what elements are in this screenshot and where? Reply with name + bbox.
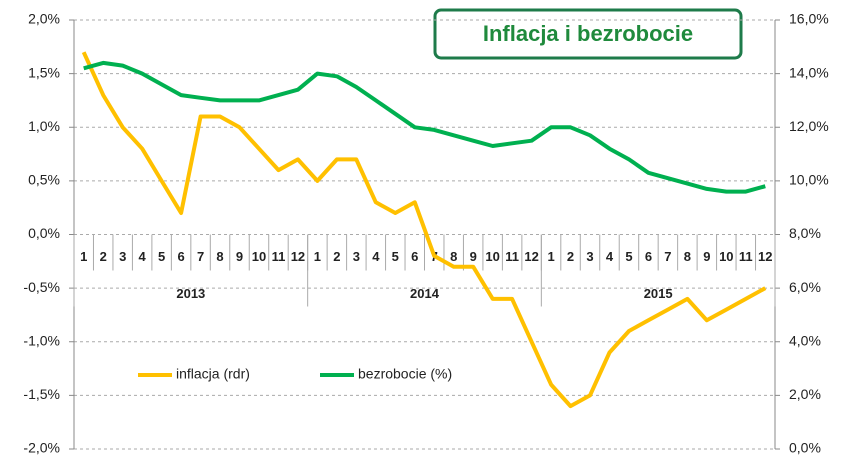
- x-tick-label: 6: [645, 249, 652, 264]
- x-tick-label: 10: [485, 249, 499, 264]
- y2-tick-label: 16,0%: [789, 11, 829, 27]
- x-tick-label: 12: [524, 249, 538, 264]
- legend-label: bezrobocie (%): [358, 366, 452, 382]
- x-tick-label: 11: [505, 249, 519, 264]
- x-tick-label: 12: [291, 249, 305, 264]
- y-tick-label: 0,5%: [28, 172, 60, 188]
- y2-tick-label: 4,0%: [789, 332, 821, 348]
- x-tick-label: 4: [139, 249, 147, 264]
- x-tick-label: 10: [719, 249, 733, 264]
- y-tick-label: -2,0%: [23, 440, 60, 456]
- y2-tick-label: 12,0%: [789, 118, 829, 134]
- x-tick-label: 6: [411, 249, 418, 264]
- x-tick-label: 11: [739, 249, 753, 264]
- x-tick-label: 5: [158, 249, 165, 264]
- x-group-label: 2014: [410, 286, 440, 301]
- y-tick-label: -0,5%: [23, 279, 60, 295]
- x-tick-label: 8: [684, 249, 691, 264]
- x-group-label: 2013: [176, 286, 205, 301]
- y2-tick-label: 6,0%: [789, 279, 821, 295]
- x-tick-label: 4: [606, 249, 614, 264]
- x-tick-label: 9: [236, 249, 243, 264]
- x-tick-label: 11: [272, 249, 286, 264]
- x-tick-label: 2: [333, 249, 340, 264]
- y-tick-label: -1,0%: [23, 332, 60, 348]
- x-tick-label: 3: [119, 249, 126, 264]
- x-tick-label: 1: [80, 249, 87, 264]
- series-line: [81, 51, 767, 409]
- y2-tick-label: 8,0%: [789, 225, 821, 241]
- x-tick-label: 8: [216, 249, 223, 264]
- y2-tick-label: 10,0%: [789, 172, 829, 188]
- x-tick-label: 9: [470, 249, 477, 264]
- y-tick-label: 2,0%: [28, 11, 60, 27]
- chart-title: Inflacja i bezrobocie: [483, 21, 693, 46]
- x-tick-label: 12: [758, 249, 772, 264]
- x-tick-label: 5: [625, 249, 632, 264]
- x-group-label: 2015: [644, 286, 673, 301]
- x-tick-label: 5: [392, 249, 399, 264]
- x-tick-label: 2: [100, 249, 107, 264]
- y-tick-label: 1,5%: [28, 64, 60, 80]
- y-tick-label: 1,0%: [28, 118, 60, 134]
- y-tick-label: 0,0%: [28, 225, 60, 241]
- legend-label: inflacja (rdr): [176, 366, 250, 382]
- y-tick-label: -1,5%: [23, 386, 60, 402]
- y2-tick-label: 2,0%: [789, 386, 821, 402]
- x-tick-label: 3: [353, 249, 360, 264]
- x-tick-label: 10: [252, 249, 266, 264]
- x-tick-label: 1: [314, 249, 321, 264]
- x-tick-label: 4: [372, 249, 380, 264]
- y2-tick-label: 14,0%: [789, 64, 829, 80]
- x-tick-label: 7: [664, 249, 671, 264]
- x-tick-label: 7: [197, 249, 204, 264]
- x-tick-label: 1: [547, 249, 554, 264]
- y2-tick-label: 0,0%: [789, 440, 821, 456]
- x-tick-label: 3: [586, 249, 593, 264]
- title-box: [433, 8, 743, 60]
- x-tick-label: 2: [567, 249, 574, 264]
- x-tick-label: 9: [703, 249, 710, 264]
- x-tick-label: 6: [177, 249, 184, 264]
- series-line: [83, 60, 766, 194]
- x-tick-label: 8: [450, 249, 457, 264]
